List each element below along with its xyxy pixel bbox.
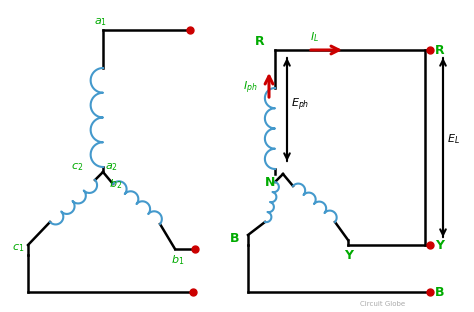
Text: N: N	[265, 176, 275, 189]
Text: $E_{ph}$: $E_{ph}$	[291, 96, 310, 113]
Text: $c_2$: $c_2$	[71, 161, 83, 173]
Text: R: R	[255, 35, 264, 48]
Text: $I_{ph}$: $I_{ph}$	[243, 79, 257, 96]
Text: $E_L$: $E_L$	[447, 133, 460, 146]
Text: $a_2$: $a_2$	[105, 161, 118, 173]
Text: R: R	[435, 44, 445, 57]
Text: $c_1$: $c_1$	[12, 242, 24, 254]
Text: B: B	[435, 286, 445, 299]
Text: Y: Y	[344, 249, 353, 262]
Text: B: B	[230, 232, 239, 245]
Text: $b_2$: $b_2$	[109, 177, 122, 191]
Text: Y: Y	[435, 239, 444, 252]
Text: $a_1$: $a_1$	[94, 16, 108, 28]
Text: Circuit Globe: Circuit Globe	[360, 301, 405, 307]
Text: $I_L$: $I_L$	[310, 30, 319, 44]
Text: $b_1$: $b_1$	[171, 253, 184, 267]
